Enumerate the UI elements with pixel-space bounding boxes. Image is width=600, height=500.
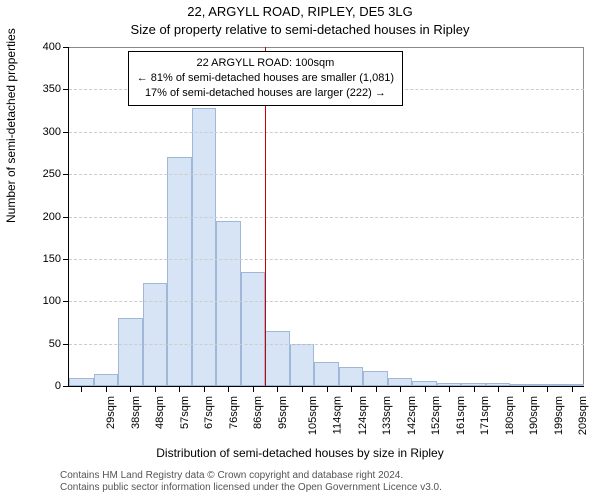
x-tick — [253, 386, 254, 392]
x-tick-label: 57sqm — [179, 396, 191, 429]
x-tick-label: 133sqm — [381, 396, 393, 435]
annotation-line2: ← 81% of semi-detached houses are smalle… — [137, 71, 394, 86]
x-tick — [130, 386, 131, 392]
x-tick-label: 199sqm — [553, 396, 565, 435]
x-tick-label: 29sqm — [105, 396, 117, 429]
x-tick-label: 86sqm — [252, 396, 264, 429]
x-tick-label: 76sqm — [228, 396, 240, 429]
x-tick-label: 142sqm — [406, 396, 418, 435]
footnote-line2: Contains public sector information licen… — [60, 482, 442, 494]
gridline-h — [69, 132, 584, 133]
histogram-bar — [69, 378, 94, 386]
y-tick — [63, 132, 69, 133]
y-tick-label: 150 — [43, 253, 61, 265]
x-tick — [106, 386, 107, 392]
histogram-bar — [167, 157, 192, 386]
x-tick-label: 105sqm — [308, 396, 320, 435]
y-tick-label: 50 — [49, 338, 61, 350]
y-tick — [63, 344, 69, 345]
histogram-bar — [118, 318, 143, 386]
x-tick-label: 124sqm — [357, 396, 369, 435]
x-tick — [400, 386, 401, 392]
y-tick — [63, 89, 69, 90]
y-tick — [63, 47, 69, 48]
x-tick-label: 152sqm — [430, 396, 442, 435]
x-tick — [572, 386, 573, 392]
x-tick-label: 209sqm — [577, 396, 589, 435]
x-tick-label: 180sqm — [504, 396, 516, 435]
histogram-bar — [314, 362, 339, 386]
annotation-line3: 17% of semi-detached houses are larger (… — [137, 86, 394, 101]
x-tick — [449, 386, 450, 392]
x-tick — [81, 386, 82, 392]
histogram-bar — [363, 371, 388, 386]
y-tick — [63, 386, 69, 387]
histogram-bar — [216, 221, 241, 386]
y-tick-label: 0 — [55, 380, 61, 392]
gridline-h — [69, 174, 584, 175]
y-tick-label: 400 — [43, 41, 61, 53]
histogram-bar — [388, 378, 413, 386]
histogram-bar — [94, 374, 119, 386]
x-tick — [327, 386, 328, 392]
x-tick-label: 67sqm — [203, 396, 215, 429]
title-subtitle: Size of property relative to semi-detach… — [0, 22, 600, 37]
title-address: 22, ARGYLL ROAD, RIPLEY, DE5 3LG — [0, 4, 600, 19]
y-tick-label: 250 — [43, 168, 61, 180]
x-tick — [277, 386, 278, 392]
x-tick-label: 95sqm — [277, 396, 289, 429]
footnote: Contains HM Land Registry data © Crown c… — [60, 470, 442, 494]
histogram-bar — [241, 272, 266, 386]
gridline-h — [69, 217, 584, 218]
y-axis-label: Number of semi-detached properties — [4, 28, 18, 223]
y-tick — [63, 259, 69, 260]
x-tick-label: 48sqm — [154, 396, 166, 429]
x-tick-label: 190sqm — [528, 396, 540, 435]
x-tick — [228, 386, 229, 392]
x-tick — [523, 386, 524, 392]
x-tick — [179, 386, 180, 392]
gridline-h — [69, 259, 584, 260]
x-tick — [204, 386, 205, 392]
x-tick-label: 38sqm — [130, 396, 142, 429]
x-tick — [351, 386, 352, 392]
histogram-bar — [143, 283, 168, 386]
gridline-h — [69, 344, 584, 345]
x-tick-label: 161sqm — [455, 396, 467, 435]
y-tick-label: 100 — [43, 295, 61, 307]
histogram-bar — [290, 344, 315, 386]
x-tick — [376, 386, 377, 392]
x-tick — [498, 386, 499, 392]
x-tick-label: 171sqm — [479, 396, 491, 435]
annotation-box: 22 ARGYLL ROAD: 100sqm← 81% of semi-deta… — [128, 51, 403, 106]
chart-container: 22, ARGYLL ROAD, RIPLEY, DE5 3LG Size of… — [0, 0, 600, 500]
histogram-bar — [265, 331, 290, 386]
histogram-bar — [339, 367, 364, 386]
gridline-h — [69, 301, 584, 302]
annotation-line1: 22 ARGYLL ROAD: 100sqm — [137, 56, 394, 71]
y-tick — [63, 301, 69, 302]
x-tick — [425, 386, 426, 392]
x-tick — [547, 386, 548, 392]
y-tick-label: 300 — [43, 126, 61, 138]
y-tick — [63, 217, 69, 218]
y-tick-label: 200 — [43, 211, 61, 223]
x-tick — [155, 386, 156, 392]
x-axis-label: Distribution of semi-detached houses by … — [0, 446, 600, 460]
x-tick-label: 114sqm — [331, 396, 343, 434]
footnote-line1: Contains HM Land Registry data © Crown c… — [60, 470, 442, 482]
x-tick — [474, 386, 475, 392]
y-tick-label: 350 — [43, 83, 61, 95]
plot-area: 05010015020025030035040029sqm38sqm48sqm5… — [68, 47, 584, 387]
x-tick — [302, 386, 303, 392]
y-tick — [63, 174, 69, 175]
